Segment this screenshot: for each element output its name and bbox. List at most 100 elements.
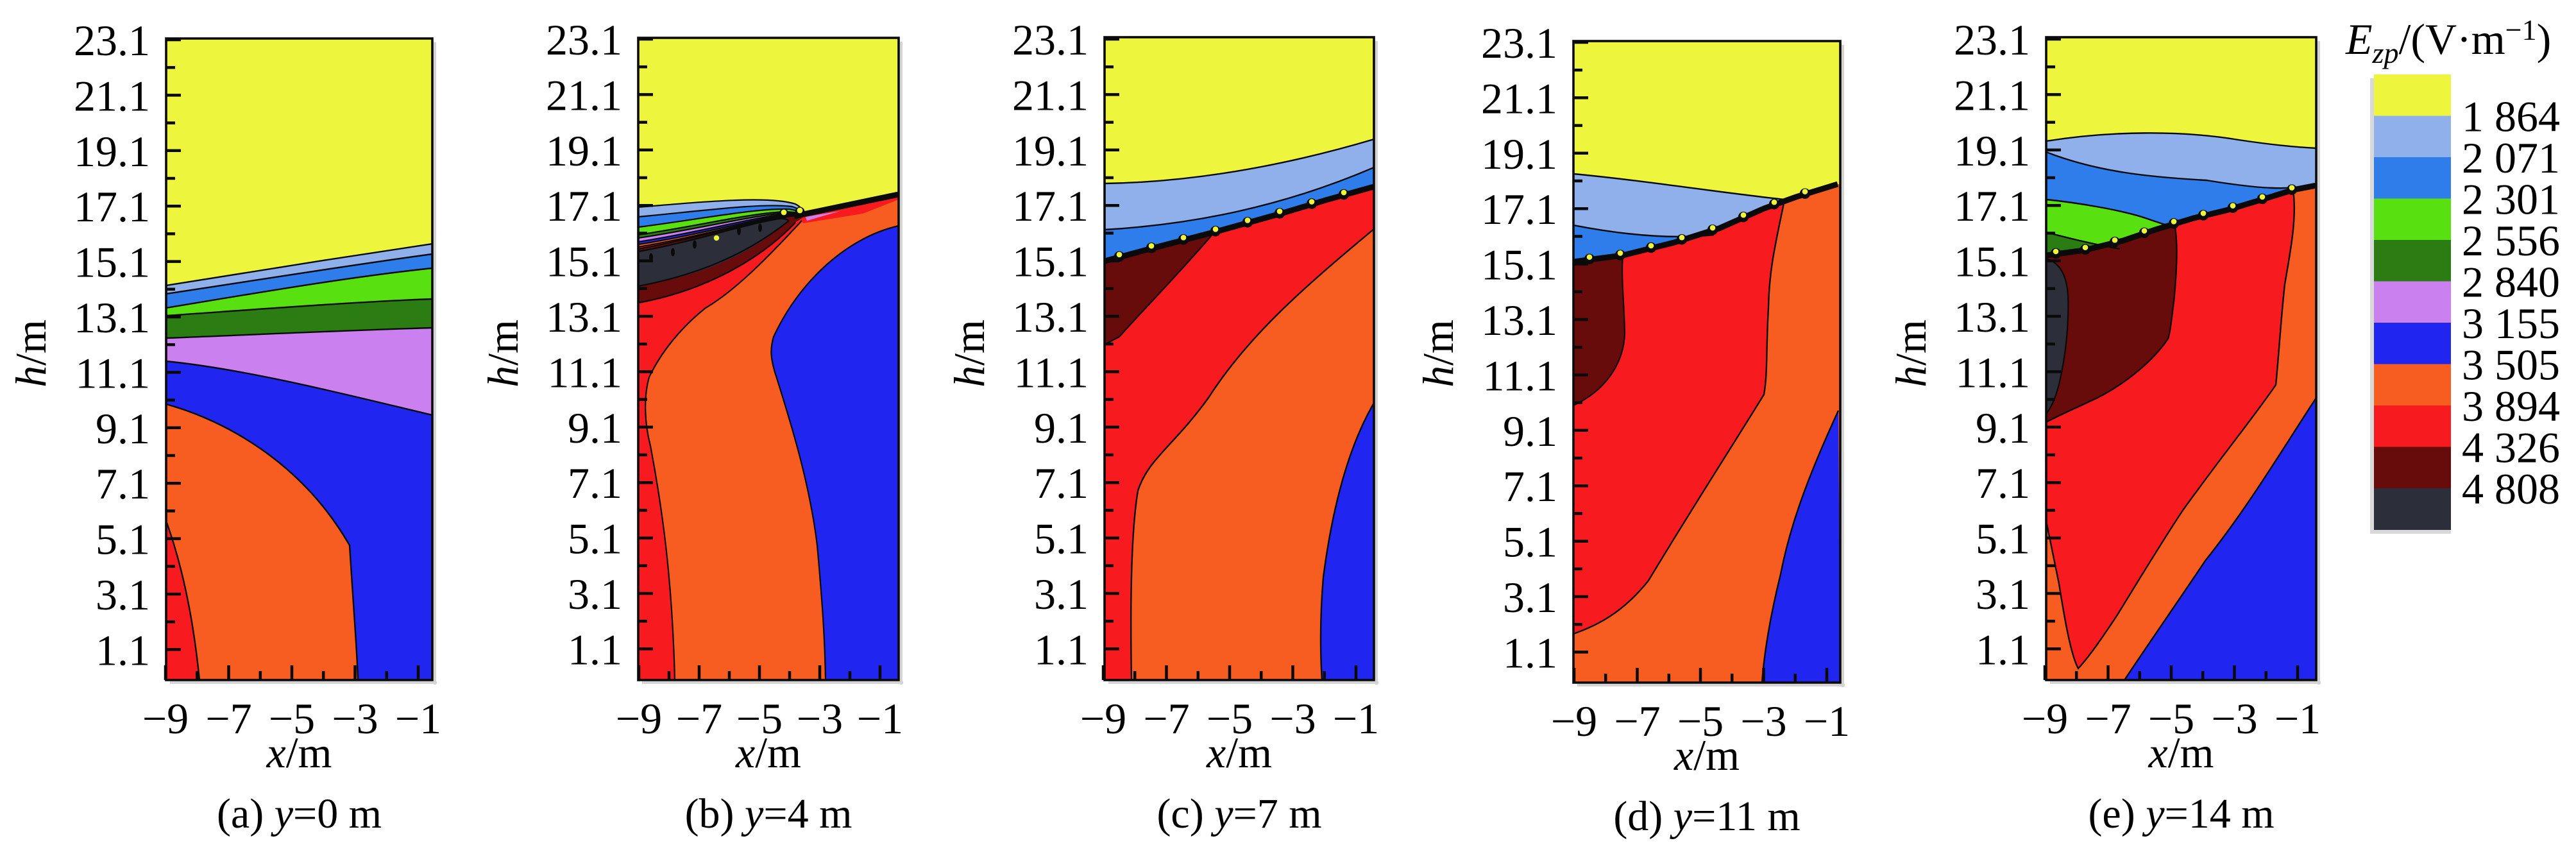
svg-text:17.1: 17.1 [1012,182,1089,230]
svg-text:2 840: 2 840 [2462,258,2560,307]
svg-text:x/m: x/m [266,728,332,777]
svg-text:1.1: 1.1 [96,626,150,674]
svg-text:1.1: 1.1 [1034,625,1089,674]
svg-text:15.1: 15.1 [1954,237,2030,286]
svg-text:−5: −5 [1677,697,1724,745]
svg-text:9.1: 9.1 [1034,404,1089,452]
svg-text:13.1: 13.1 [74,293,150,342]
svg-text:17.1: 17.1 [74,182,150,231]
svg-text:11.1: 11.1 [1483,351,1557,400]
svg-text:2 301: 2 301 [2462,175,2560,224]
svg-text:−7: −7 [205,694,251,743]
svg-text:x/m: x/m [735,728,801,777]
svg-text:3.1: 3.1 [1503,573,1557,622]
svg-text:h/m: h/m [6,319,55,387]
svg-text:(a) y=0 m: (a) y=0 m [217,790,382,837]
svg-text:23.1: 23.1 [1481,19,1557,67]
svg-text:19.1: 19.1 [1012,126,1089,175]
svg-text:−3: −3 [332,694,378,743]
svg-text:−1: −1 [395,694,441,743]
svg-text:19.1: 19.1 [1954,126,2030,175]
svg-text:−3: −3 [1269,694,1316,743]
svg-text:21.1: 21.1 [1481,74,1557,123]
svg-text:9.1: 9.1 [1503,407,1557,456]
svg-text:5.1: 5.1 [568,515,622,563]
svg-text:15.1: 15.1 [74,238,150,287]
svg-text:3 505: 3 505 [2462,341,2560,389]
svg-text:15.1: 15.1 [1481,241,1557,289]
svg-text:(c) y=7 m: (c) y=7 m [1157,790,1321,837]
svg-text:3.1: 3.1 [96,570,150,619]
svg-text:−3: −3 [1740,697,1786,745]
svg-text:15.1: 15.1 [546,237,622,286]
svg-text:4 808: 4 808 [2462,464,2560,513]
svg-text:−9: −9 [616,694,662,743]
svg-text:21.1: 21.1 [74,71,150,120]
svg-text:11.1: 11.1 [1014,348,1089,396]
svg-text:3 894: 3 894 [2462,382,2560,430]
svg-text:x/m: x/m [1206,728,1272,777]
svg-text:−9: −9 [1551,697,1597,745]
svg-text:13.1: 13.1 [1481,296,1557,345]
svg-text:h/m: h/m [1414,319,1462,387]
svg-text:−3: −3 [797,694,843,743]
svg-text:21.1: 21.1 [546,71,622,119]
svg-text:23.1: 23.1 [1012,15,1089,64]
svg-text:21.1: 21.1 [1012,71,1089,119]
svg-text:2 556: 2 556 [2462,216,2560,265]
svg-text:9.1: 9.1 [568,404,622,452]
svg-text:19.1: 19.1 [1481,130,1557,178]
svg-text:h/m: h/m [1886,319,1935,387]
svg-text:3 155: 3 155 [2462,299,2560,348]
svg-text:11.1: 11.1 [548,348,622,396]
svg-text:−7: −7 [1143,694,1189,743]
svg-text:−1: −1 [857,694,903,743]
svg-text:7.1: 7.1 [1034,459,1089,507]
svg-text:−1: −1 [1804,697,1850,745]
svg-text:3.1: 3.1 [1976,570,2030,618]
svg-text:5.1: 5.1 [1976,515,2030,563]
svg-text:−3: −3 [2211,694,2257,743]
svg-text:(d) y=11 m: (d) y=11 m [1613,793,1800,840]
svg-text:7.1: 7.1 [1503,462,1557,511]
svg-text:−9: −9 [142,694,189,743]
svg-text:3.1: 3.1 [1034,570,1089,618]
svg-text:−7: −7 [2085,694,2131,743]
svg-text:21.1: 21.1 [1954,71,2030,119]
svg-text:1.1: 1.1 [1503,628,1557,677]
svg-text:9.1: 9.1 [96,404,150,453]
svg-text:13.1: 13.1 [1012,293,1089,341]
svg-text:h/m: h/m [945,319,994,387]
svg-text:11.1: 11.1 [1956,348,2030,396]
svg-text:−9: −9 [1080,694,1126,743]
svg-text:h/m: h/m [479,319,527,387]
svg-text:4 326: 4 326 [2462,423,2560,472]
svg-text:−1: −1 [1333,694,1379,743]
svg-text:13.1: 13.1 [1954,293,2030,341]
svg-text:−7: −7 [676,694,722,743]
svg-text:9.1: 9.1 [1976,404,2030,452]
svg-text:−5: −5 [1207,694,1253,743]
svg-text:−9: −9 [2022,694,2068,743]
svg-text:23.1: 23.1 [546,15,622,64]
svg-text:(b) y=4 m: (b) y=4 m [685,790,852,837]
svg-text:17.1: 17.1 [546,182,622,230]
svg-text:−7: −7 [1614,697,1660,745]
svg-text:19.1: 19.1 [74,127,150,176]
svg-text:1.1: 1.1 [1976,625,2030,674]
svg-text:x/m: x/m [2148,728,2214,777]
svg-text:23.1: 23.1 [1954,15,2030,64]
svg-text:2 071: 2 071 [2462,133,2560,182]
svg-text:1.1: 1.1 [568,625,622,674]
svg-text:−5: −5 [269,694,315,743]
svg-text:−1: −1 [2275,694,2321,743]
svg-text:7.1: 7.1 [96,459,150,508]
svg-text:(e) y=14 m: (e) y=14 m [2088,790,2274,837]
svg-text:7.1: 7.1 [1976,459,2030,507]
svg-text:x/m: x/m [1674,731,1740,779]
svg-text:−5: −5 [2148,694,2194,743]
svg-text:13.1: 13.1 [546,293,622,341]
svg-text:5.1: 5.1 [1503,518,1557,566]
svg-text:7.1: 7.1 [568,459,622,507]
svg-text:17.1: 17.1 [1481,185,1557,234]
